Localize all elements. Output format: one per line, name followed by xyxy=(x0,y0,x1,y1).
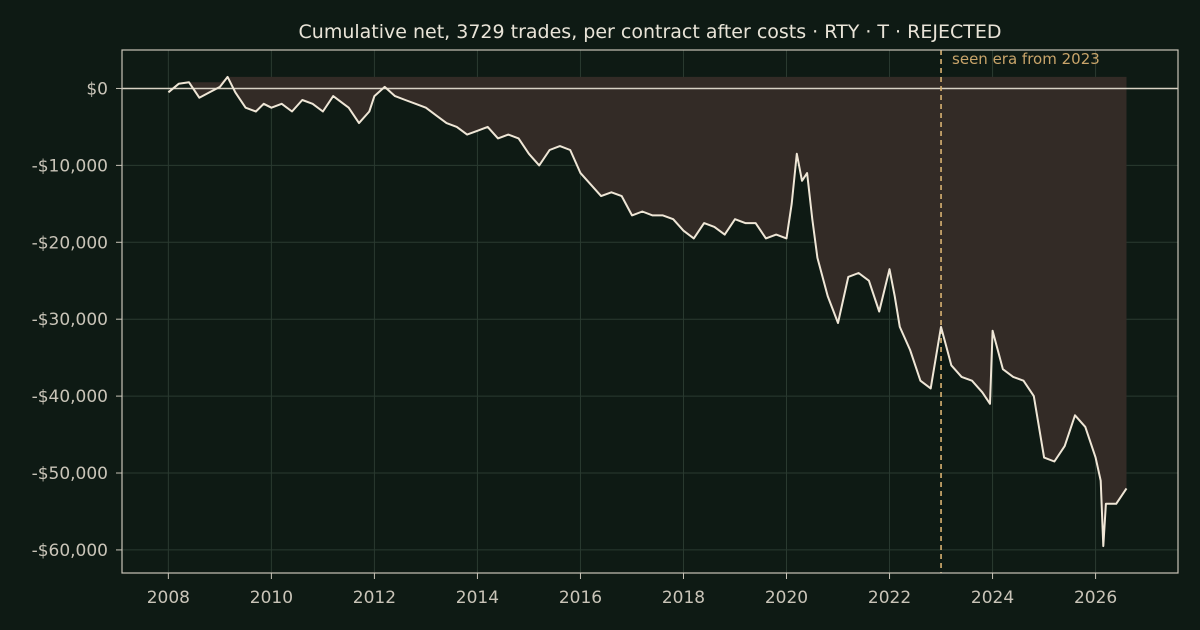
y-tick-label: -$20,000 xyxy=(32,233,108,253)
y-tick-label: -$30,000 xyxy=(32,310,108,330)
x-tick-label: 2016 xyxy=(559,588,602,608)
drawdown-area xyxy=(168,76,1127,547)
y-tick-label: -$40,000 xyxy=(32,387,108,407)
y-tick-label: -$10,000 xyxy=(32,156,108,176)
y-axis: $0 -$10,000 -$20,000 -$30,000 -$40,000 -$50,0… xyxy=(32,79,122,561)
y-tick-label: -$60,000 xyxy=(32,541,108,561)
x-tick-label: 2024 xyxy=(971,588,1014,608)
plot-frame xyxy=(121,49,1179,574)
split-annotation: seen era from 2023 xyxy=(952,50,1100,68)
y-tick-label: -$50,000 xyxy=(32,464,108,484)
chart-title: Cumulative net, 3729 trades, per contrac… xyxy=(299,21,1002,43)
x-tick-label: 2026 xyxy=(1074,588,1117,608)
series-line xyxy=(167,75,1128,548)
x-tick-label: 2022 xyxy=(868,588,911,608)
x-tick-label: 2018 xyxy=(662,588,705,608)
x-axis: 2008 2010 2012 2014 2016 2018 2020 2022 2024 2026 xyxy=(147,573,1117,608)
x-tick-label: 2020 xyxy=(765,588,808,608)
x-tick-label: 2008 xyxy=(147,588,190,608)
x-tick-label: 2014 xyxy=(456,588,499,608)
y-tick-label: $0 xyxy=(86,79,108,99)
x-tick-label: 2012 xyxy=(353,588,396,608)
x-tick-label: 2010 xyxy=(250,588,293,608)
